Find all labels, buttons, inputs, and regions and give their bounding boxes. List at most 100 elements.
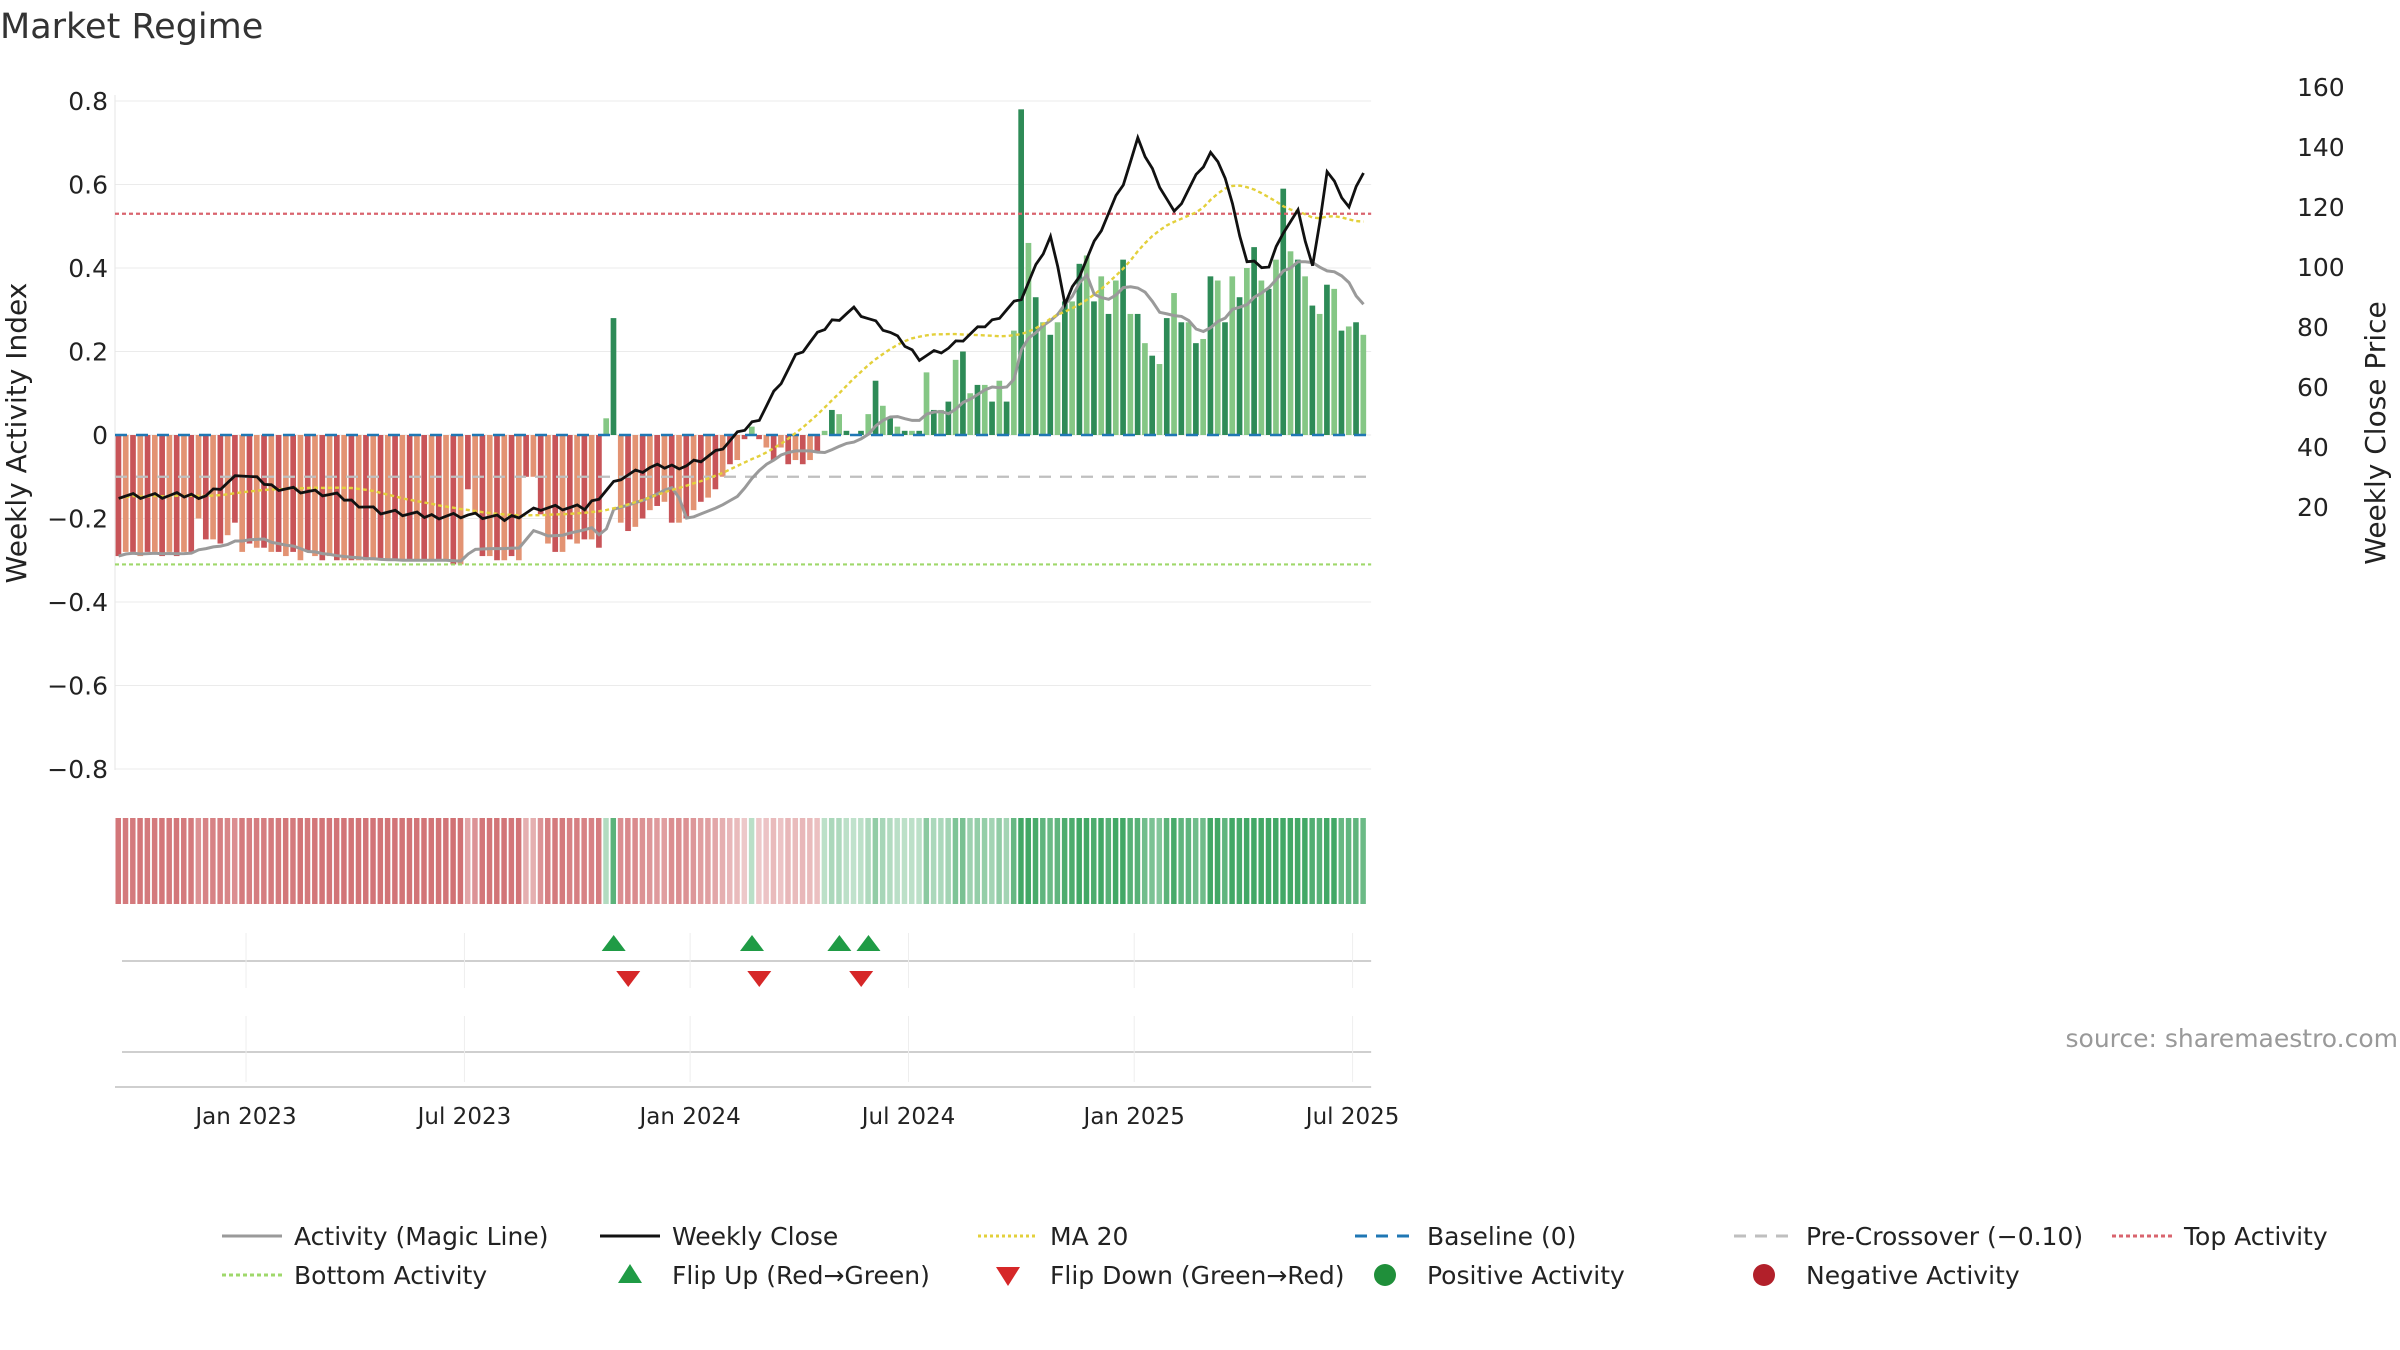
regime-strip-cell [472, 818, 478, 904]
activity-bar [814, 435, 821, 452]
activity-bar [1171, 293, 1177, 435]
legend-label: Flip Up (Red→Green) [672, 1261, 930, 1290]
regime-strip-cell [333, 818, 340, 904]
regime-strip-cell [508, 818, 515, 904]
y-left-tick-label: 0.4 [68, 254, 108, 283]
activity-bar [1324, 284, 1330, 435]
regime-strip-cell [901, 818, 908, 904]
flip-down-marker [747, 971, 772, 987]
activity-bar [479, 435, 486, 557]
activity-bar [537, 435, 544, 515]
activity-bar [1251, 247, 1257, 435]
regime-strip-cell [1105, 818, 1112, 904]
activity-bar [647, 435, 653, 511]
regime-strip-cell [428, 818, 435, 904]
activity-bar [836, 414, 842, 435]
flip-up-marker [740, 935, 764, 951]
activity-bar [1302, 276, 1308, 435]
regime-strip-cell [1185, 818, 1192, 904]
activity-bar [909, 430, 915, 435]
activity-bar [865, 414, 872, 435]
regime-strip-cell [777, 818, 784, 904]
regime-strip-cell [1273, 818, 1279, 904]
activity-bar [778, 435, 784, 448]
activity-bar [625, 435, 631, 532]
activity-bar [239, 435, 246, 552]
regime-strip-cell [727, 818, 733, 904]
activity-bar [1091, 301, 1097, 435]
regime-strip-cell [748, 818, 755, 904]
regime-strip-cell [1214, 818, 1221, 904]
regime-strip-cell [130, 818, 136, 904]
activity-bar [501, 435, 508, 561]
regime-strip-cell [348, 818, 354, 904]
x-tick-label: Jan 2023 [193, 1104, 296, 1130]
flip-up-marker [827, 935, 852, 951]
activity-bar [1345, 326, 1352, 435]
regime-strip-cell [144, 818, 151, 904]
regime-strip-cell [595, 818, 602, 904]
activity-bar [1244, 268, 1250, 435]
activity-bar [1112, 280, 1119, 435]
regime-strip-cell [574, 818, 580, 904]
source-label: source: sharemaestro.com [2066, 1024, 2399, 1053]
regime-strip-cell [1316, 818, 1323, 904]
activity-bar [181, 435, 187, 552]
activity-bar [807, 435, 813, 461]
regime-strip-cell [1120, 818, 1126, 904]
activity-bar [261, 435, 267, 548]
regime-strip-cell [1061, 818, 1068, 904]
regime-strip-cell [202, 818, 209, 904]
regime-strip-cell [974, 818, 981, 904]
regime-strip-cell [392, 818, 398, 904]
legend-label: Pre-Crossover (−0.10) [1806, 1222, 2083, 1251]
regime-strip-cell [515, 818, 522, 904]
activity-bar [195, 435, 202, 519]
y-right-tick-label: 20 [2297, 493, 2329, 522]
regime-strip-cell [887, 818, 893, 904]
activity-bar [516, 435, 522, 561]
activity-bar [283, 435, 289, 557]
activity-bar [472, 435, 478, 515]
activity-bar [1193, 343, 1199, 435]
activity-bar [785, 435, 792, 465]
activity-bar [981, 384, 988, 435]
regime-strip-cell [923, 818, 930, 904]
weekly-close-line [118, 133, 1365, 523]
activity-bar [974, 384, 981, 435]
regime-strip-cell [646, 818, 653, 904]
regime-strip-cell [858, 818, 864, 904]
activity-bar [290, 435, 296, 552]
y-left-label: Weekly Activity Index [0, 283, 33, 584]
regime-strip-cell [843, 818, 849, 904]
flip-markers [122, 933, 1372, 1082]
activity-bar [1229, 276, 1236, 435]
activity-bar [872, 380, 879, 435]
regime-strip-cell [1258, 818, 1264, 904]
regime-strip-cell [1338, 818, 1345, 904]
regime-strip-cell [661, 818, 667, 904]
activity-bar [421, 435, 428, 561]
activity-bar [996, 380, 1003, 435]
activity-bar [494, 435, 500, 561]
regime-strip-cell [807, 818, 813, 904]
regime-strip-cell [741, 818, 748, 904]
regime-strip-cell [188, 818, 194, 904]
regime-strip-cell [625, 818, 631, 904]
activity-bar [1185, 322, 1192, 435]
activity-bar [727, 435, 733, 465]
x-tick-label: Jan 2024 [637, 1104, 740, 1130]
regime-strip-cell [195, 818, 202, 904]
regime-strip-cell [632, 818, 638, 904]
regime-strip-cell [1309, 818, 1315, 904]
activity-bar [734, 435, 741, 461]
x-tick-label: Jul 2023 [416, 1104, 512, 1130]
y-left-tick-label: 0 [92, 421, 108, 450]
activity-bar [312, 435, 318, 557]
regime-strip-cell [1323, 818, 1330, 904]
activity-bar [858, 430, 864, 435]
regime-strip-cell [297, 818, 303, 904]
regime-strip-cell [872, 818, 879, 904]
activity-bar [829, 409, 835, 435]
regime-strip-cell [1171, 818, 1177, 904]
